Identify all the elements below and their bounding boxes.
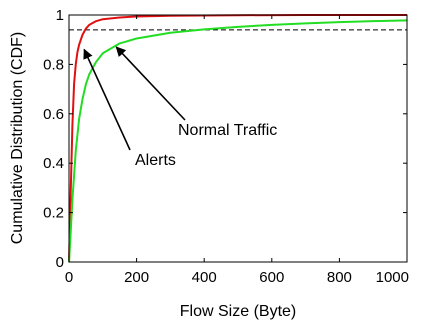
y-tick-label: 0.2 [43, 205, 64, 222]
y-axis-label: Cumulative Distribution (CDF) [9, 32, 26, 245]
normal-traffic-cdf-line [68, 19, 408, 263]
alerts-annotation-label: Alerts [135, 152, 176, 169]
y-tick-label: 0 [56, 254, 64, 271]
x-tick-label: 200 [124, 269, 149, 286]
y-tick-label: 0.4 [43, 155, 64, 172]
normal-traffic-annotation-label: Normal Traffic [178, 122, 277, 139]
x-tick-label: 1000 [376, 269, 409, 286]
normal-traffic-arrow [115, 46, 186, 121]
x-tick-label: 400 [192, 269, 217, 286]
alerts-cdf-line [68, 14, 407, 263]
x-tick-label: 600 [259, 269, 284, 286]
y-tick-label: 0.6 [43, 106, 64, 123]
y-axis-ticks: 0 0.2 0.4 0.6 0.8 1 [43, 7, 407, 271]
alerts-arrow [83, 48, 131, 151]
x-tick-label: 0 [65, 269, 73, 286]
plot-frame [68, 14, 408, 263]
y-tick-label: 0.8 [43, 56, 64, 73]
plot-series [68, 14, 408, 263]
x-axis-label: Flow Size (Byte) [180, 303, 296, 320]
y-tick-label: 1 [56, 7, 64, 24]
x-tick-label: 800 [327, 269, 352, 286]
x-axis-ticks: 0 200 400 600 800 1000 [65, 15, 409, 286]
